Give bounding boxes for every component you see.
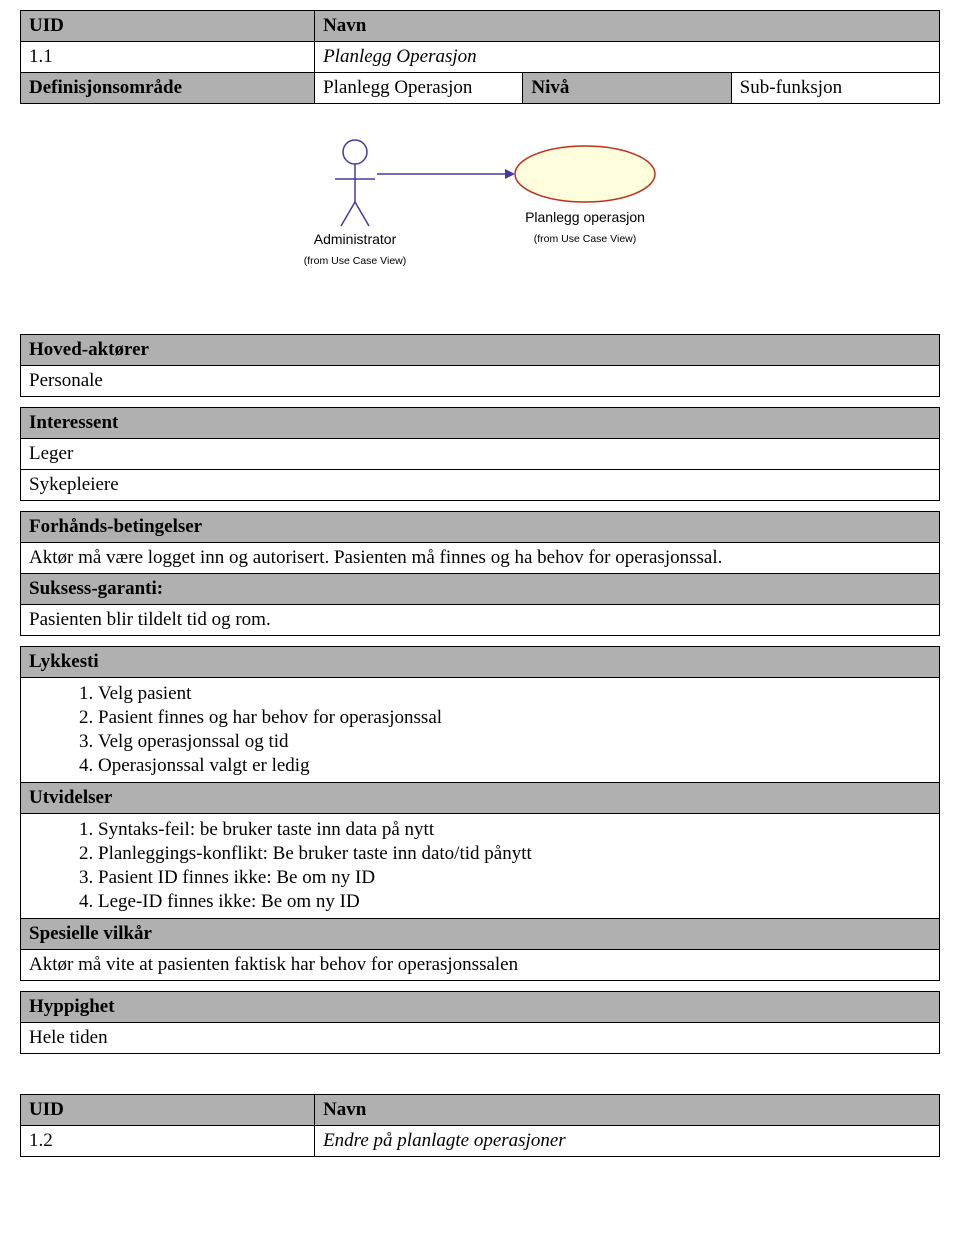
hypp-val: Hele tiden [21, 1023, 940, 1054]
hdr2-uid: UID [21, 1095, 315, 1126]
def-label: Definisjonsområde [21, 73, 315, 104]
usecase-header-table: UID Navn 1.1 Planlegg Operasjon Definisj… [20, 10, 940, 324]
interessent-v1: Leger [21, 439, 940, 470]
usecase2-header-table: UID Navn 1.2 Endre på planlagte operasjo… [20, 1094, 940, 1157]
hdr-navn: Navn [315, 11, 940, 42]
niva-label: Nivå [523, 73, 731, 104]
hoved-hdr: Hoved-aktører [21, 335, 940, 366]
usecase-label: Planlegg operasjon [525, 209, 645, 225]
actor-label: Administrator [314, 231, 397, 247]
interessent-table: Interessent Leger Sykepleiere [20, 407, 940, 501]
def-value: Planlegg Operasjon [315, 73, 523, 104]
list-item: Velg operasjonssal og tid [79, 730, 931, 754]
hdr-uid: UID [21, 11, 315, 42]
hypp-hdr: Hyppighet [21, 992, 940, 1023]
list-item: Lege-ID finnes ikke: Be om ny ID [79, 890, 931, 914]
lykkesti-table: Lykkesti Velg pasientPasient finnes og h… [20, 646, 940, 981]
hoved-table: Hoved-aktører Personale [20, 334, 940, 397]
lykkesti-list: Velg pasientPasient finnes og har behov … [29, 682, 931, 778]
lykkesti-hdr: Lykkesti [21, 647, 940, 678]
list-item: Operasjonssal valgt er ledig [79, 754, 931, 778]
utvid-list: Syntaks-feil: be bruker taste inn data p… [29, 818, 931, 914]
utvid-hdr: Utvidelser [21, 783, 940, 814]
suksess-hdr: Suksess-garanti: [21, 574, 940, 605]
list-item: Pasient finnes og har behov for operasjo… [79, 706, 931, 730]
navn2-value: Endre på planlagte operasjoner [315, 1126, 940, 1157]
suksess-val: Pasienten blir tildelt tid og rom. [21, 605, 940, 636]
lykkesti-items: Velg pasientPasient finnes og har behov … [21, 678, 940, 783]
forhand-table: Forhånds-betingelser Aktør må være logge… [20, 511, 940, 636]
list-item: Syntaks-feil: be bruker taste inn data p… [79, 818, 931, 842]
hypp-table: Hyppighet Hele tiden [20, 991, 940, 1054]
spesielle-hdr: Spesielle vilkår [21, 919, 940, 950]
hdr2-navn: Navn [315, 1095, 940, 1126]
usecase-sublabel: (from Use Case View) [534, 233, 637, 245]
actor-sublabel: (from Use Case View) [304, 255, 407, 267]
list-item: Planleggings-konflikt: Be bruker taste i… [79, 842, 931, 866]
list-item: Pasient ID finnes ikke: Be om ny ID [79, 866, 931, 890]
spesielle-val: Aktør må vite at pasienten faktisk har b… [21, 950, 940, 981]
interessent-hdr: Interessent [21, 408, 940, 439]
interessent-v2: Sykepleiere [21, 470, 940, 501]
uid-value: 1.1 [21, 42, 315, 73]
list-item: Velg pasient [79, 682, 931, 706]
hoved-val: Personale [21, 366, 940, 397]
uid2-value: 1.2 [21, 1126, 315, 1157]
usecase-diagram: Administrator (from Use Case View) Planl… [255, 124, 705, 294]
forhand-val: Aktør må være logget inn og autorisert. … [21, 543, 940, 574]
forhand-hdr: Forhånds-betingelser [21, 512, 940, 543]
navn-value: Planlegg Operasjon [315, 42, 940, 73]
niva-value: Sub-funksjon [731, 73, 939, 104]
utvid-items: Syntaks-feil: be bruker taste inn data p… [21, 814, 940, 919]
